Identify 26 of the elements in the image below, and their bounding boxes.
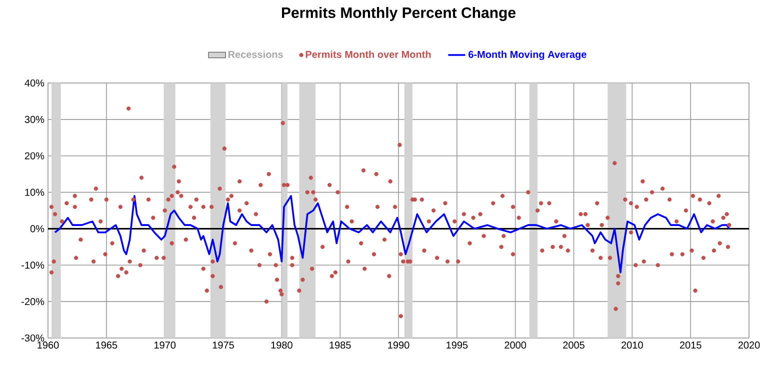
legend-label: Permits Month over Month xyxy=(306,50,431,58)
x-tick-label: 1985 xyxy=(330,342,351,349)
y-tick-label: -30% xyxy=(22,334,44,342)
x-tick-label: 1965 xyxy=(96,342,118,349)
x-tick-label: 1970 xyxy=(154,342,176,349)
legend-label: Recessions xyxy=(228,50,283,58)
y-tick-label: 30% xyxy=(24,116,44,123)
chart-title: Permits Monthly Percent Change xyxy=(282,6,516,22)
x-tick-label: 2020 xyxy=(738,342,760,349)
line-series xyxy=(54,195,730,274)
y-tick-label: -10% xyxy=(22,262,44,269)
legend-label: 6-Month Moving Average xyxy=(468,50,586,60)
y-tick-label: 10% xyxy=(25,188,44,196)
x-tick-label: 1980 xyxy=(271,342,292,349)
x-tick-label: 1990 xyxy=(388,342,410,349)
y-tick-label: 40% xyxy=(24,79,44,87)
x-tick-label: 1960 xyxy=(38,342,59,349)
x-tick-label: 2000 xyxy=(504,342,526,349)
x-tick-label: 2010 xyxy=(622,342,643,349)
x-tick-label: 1975 xyxy=(212,342,234,349)
y-tick-label: 20% xyxy=(24,152,44,160)
x-tick-label: 2015 xyxy=(680,342,702,349)
x-tick-label: 1995 xyxy=(446,342,468,349)
x-tick-label: 2005 xyxy=(563,342,584,349)
y-tick-label: -20% xyxy=(22,298,44,306)
y-tick-label: 0% xyxy=(30,225,44,232)
